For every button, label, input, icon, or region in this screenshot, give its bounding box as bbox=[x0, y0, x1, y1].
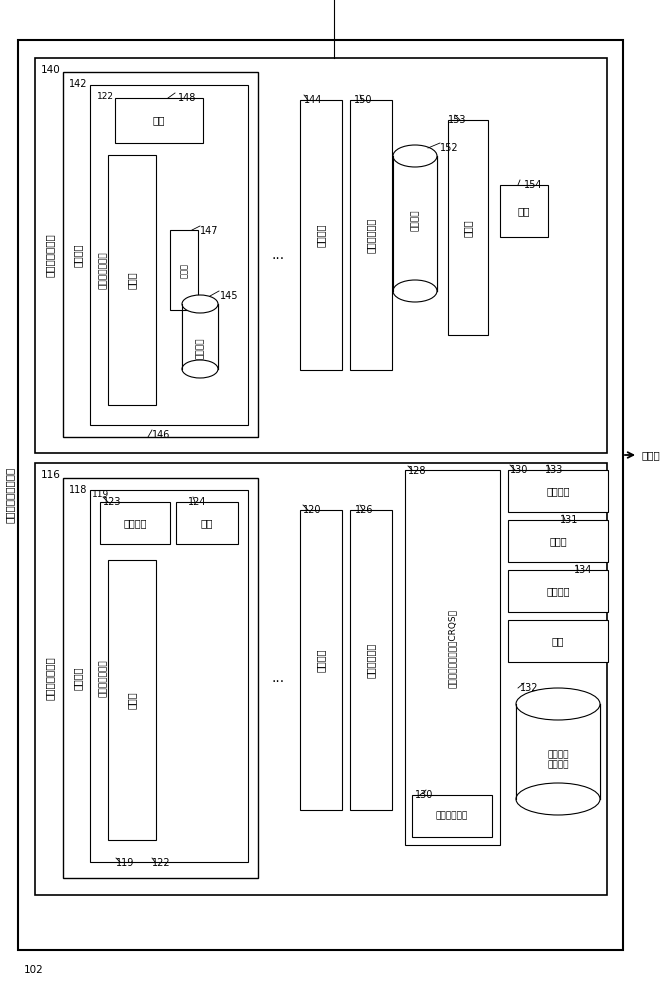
Text: 147: 147 bbox=[200, 226, 218, 236]
Ellipse shape bbox=[182, 360, 218, 378]
Text: 本地策略: 本地策略 bbox=[546, 586, 570, 596]
Text: ...: ... bbox=[271, 248, 285, 262]
Bar bbox=[35, 58, 607, 453]
Bar bbox=[500, 185, 548, 237]
Text: 多租户管理系统: 多租户管理系统 bbox=[45, 656, 55, 700]
Bar bbox=[448, 120, 488, 335]
Bar bbox=[300, 100, 342, 370]
Bar bbox=[412, 795, 492, 837]
Text: 119: 119 bbox=[116, 858, 134, 868]
Ellipse shape bbox=[516, 688, 600, 720]
Bar bbox=[508, 470, 608, 512]
Text: 本地策略: 本地策略 bbox=[196, 337, 204, 359]
Text: 140: 140 bbox=[41, 65, 61, 75]
Bar bbox=[350, 510, 392, 810]
Text: 其它: 其它 bbox=[201, 518, 213, 528]
Text: 116: 116 bbox=[41, 470, 61, 480]
Bar bbox=[90, 85, 248, 425]
Text: 认证工作者组件: 认证工作者组件 bbox=[98, 251, 108, 289]
Text: 处理器: 处理器 bbox=[127, 271, 137, 289]
Text: 146: 146 bbox=[152, 430, 170, 440]
Text: 152: 152 bbox=[440, 143, 459, 153]
Ellipse shape bbox=[393, 145, 437, 167]
Text: 其它: 其它 bbox=[518, 206, 530, 216]
Ellipse shape bbox=[182, 295, 218, 313]
Text: 150: 150 bbox=[354, 95, 373, 105]
Text: 131: 131 bbox=[560, 515, 578, 525]
Text: 142: 142 bbox=[69, 79, 88, 89]
Text: ...: ... bbox=[271, 671, 285, 685]
Text: 多租户工作负载系统: 多租户工作负载系统 bbox=[5, 467, 15, 523]
Text: 其它: 其它 bbox=[552, 636, 564, 646]
Text: 服务器: 服务器 bbox=[463, 219, 473, 237]
Text: 122: 122 bbox=[97, 92, 114, 101]
Text: 容量机器: 容量机器 bbox=[316, 223, 326, 247]
Text: 102: 102 bbox=[24, 965, 43, 975]
Text: 认证前端系统: 认证前端系统 bbox=[366, 217, 376, 253]
Bar bbox=[63, 478, 258, 878]
Text: 133: 133 bbox=[545, 465, 563, 475]
Text: 132: 132 bbox=[520, 683, 538, 693]
Text: 145: 145 bbox=[220, 291, 238, 301]
Text: 处理器: 处理器 bbox=[127, 691, 137, 709]
Bar bbox=[90, 490, 248, 862]
Ellipse shape bbox=[393, 280, 437, 302]
Text: 128: 128 bbox=[408, 466, 426, 476]
Text: 命令请求队列系统（CRQS）: 命令请求队列系统（CRQS） bbox=[448, 608, 456, 688]
Text: 122: 122 bbox=[152, 858, 170, 868]
Text: 126: 126 bbox=[355, 505, 373, 515]
Ellipse shape bbox=[516, 783, 600, 815]
Bar bbox=[405, 470, 500, 845]
Text: 认证工作者组件: 认证工作者组件 bbox=[98, 659, 108, 697]
Bar bbox=[508, 520, 608, 562]
Text: 认证前端系统: 认证前端系统 bbox=[366, 642, 376, 678]
Bar bbox=[170, 230, 198, 310]
Text: 多租户容量系统: 多租户容量系统 bbox=[45, 233, 55, 277]
Text: 本地策略: 本地策略 bbox=[411, 209, 420, 231]
Bar bbox=[35, 463, 607, 895]
Bar bbox=[182, 304, 218, 369]
Bar bbox=[508, 570, 608, 612]
Bar bbox=[508, 620, 608, 662]
Text: 124: 124 bbox=[188, 497, 206, 507]
Text: 120: 120 bbox=[303, 505, 321, 515]
Text: 请求队列: 请求队列 bbox=[546, 486, 570, 496]
Text: 到网络: 到网络 bbox=[642, 450, 661, 460]
Bar bbox=[63, 72, 258, 437]
Text: 123: 123 bbox=[103, 497, 122, 507]
Bar bbox=[393, 156, 437, 291]
Bar bbox=[115, 98, 203, 143]
Text: 153: 153 bbox=[448, 115, 466, 125]
Bar bbox=[350, 100, 392, 370]
Text: 服务器: 服务器 bbox=[549, 536, 567, 546]
Text: 管理机器: 管理机器 bbox=[73, 666, 83, 690]
Text: 处理器: 处理器 bbox=[180, 262, 188, 277]
Text: 148: 148 bbox=[178, 93, 196, 103]
Text: 已批准的
请求队列: 已批准的 请求队列 bbox=[547, 750, 568, 770]
Bar bbox=[108, 560, 156, 840]
Text: 本地策略: 本地策略 bbox=[124, 518, 147, 528]
Text: 130: 130 bbox=[415, 790, 434, 800]
Text: 119: 119 bbox=[92, 490, 110, 499]
Text: 签名验证组件: 签名验证组件 bbox=[436, 812, 468, 820]
Text: 118: 118 bbox=[69, 485, 88, 495]
Text: 134: 134 bbox=[574, 565, 593, 575]
Bar bbox=[108, 155, 156, 405]
Bar bbox=[516, 704, 600, 799]
Text: 144: 144 bbox=[304, 95, 323, 105]
Bar bbox=[300, 510, 342, 810]
Bar bbox=[176, 502, 238, 544]
Text: 154: 154 bbox=[524, 180, 542, 190]
Text: 容量机器: 容量机器 bbox=[73, 243, 83, 267]
Text: 管理机器: 管理机器 bbox=[316, 648, 326, 672]
Text: 130: 130 bbox=[510, 465, 528, 475]
Bar bbox=[100, 502, 170, 544]
Text: 其它: 其它 bbox=[153, 115, 165, 125]
